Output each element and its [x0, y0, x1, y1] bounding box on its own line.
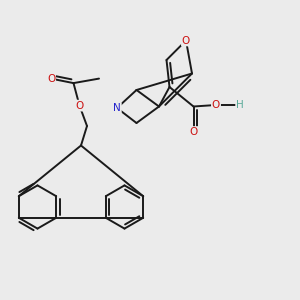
- Text: O: O: [189, 127, 198, 137]
- Text: O: O: [47, 74, 55, 84]
- Text: H: H: [236, 100, 244, 110]
- Text: O: O: [212, 100, 220, 110]
- Text: O: O: [75, 100, 84, 111]
- Text: O: O: [182, 35, 190, 46]
- Text: N: N: [113, 103, 121, 113]
